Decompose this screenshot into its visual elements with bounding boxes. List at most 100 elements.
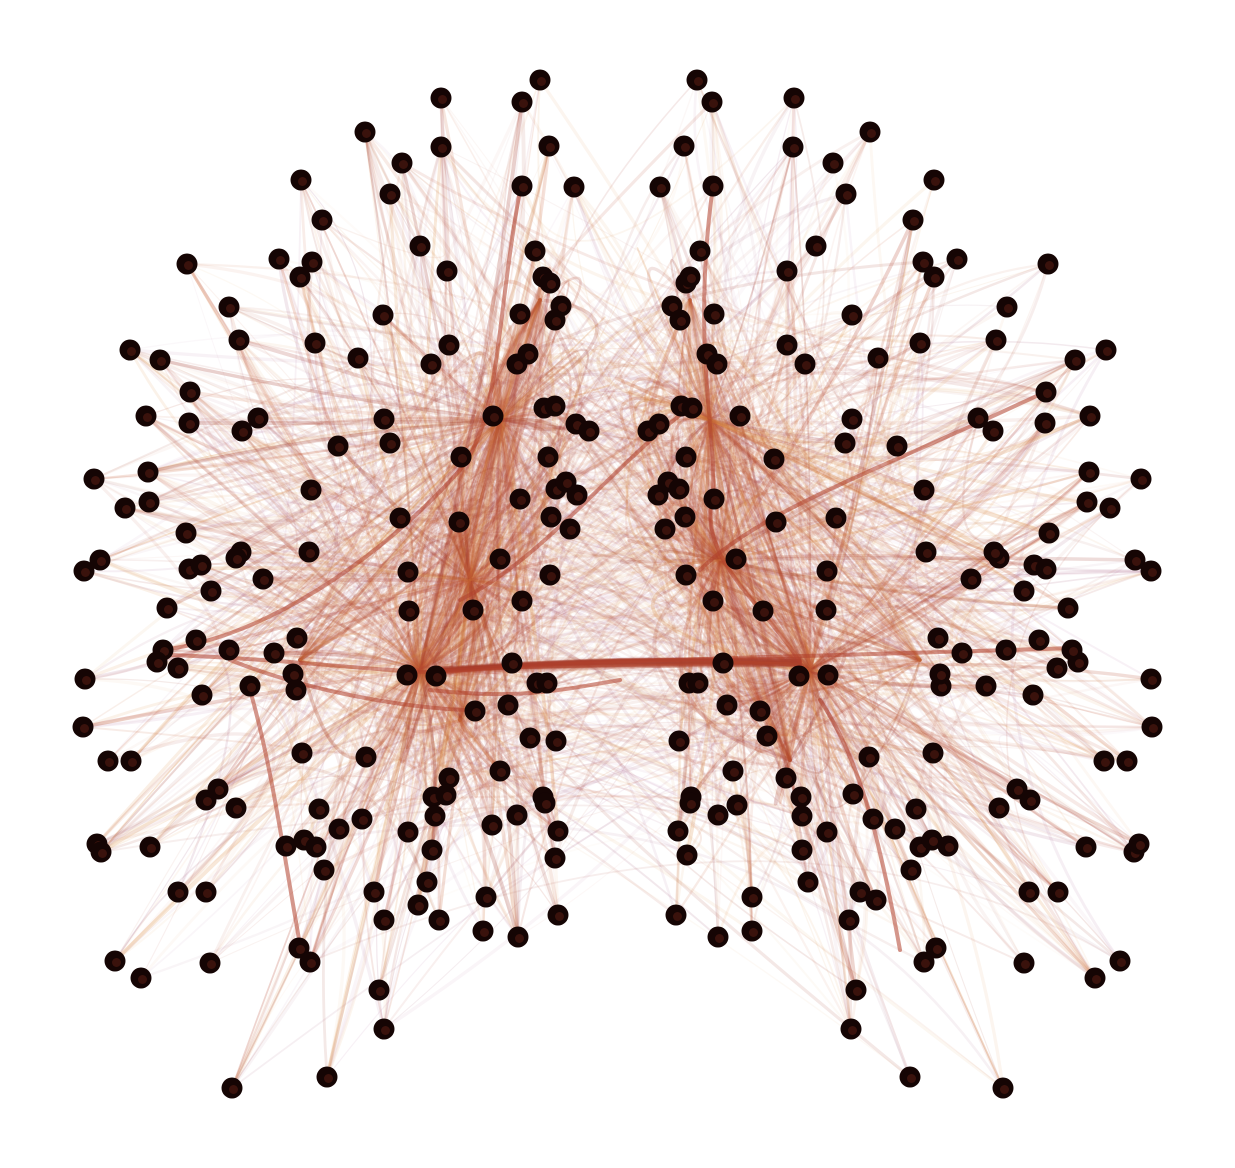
bundled-edge — [429, 362, 481, 722]
bridge-edge — [428, 658, 802, 678]
edge — [432, 363, 518, 798]
graph-node-highlight — [1030, 692, 1039, 701]
edge — [234, 608, 475, 810]
bundled-edge — [415, 298, 542, 922]
edge — [912, 507, 1111, 538]
bundled-edge — [201, 341, 586, 696]
edge — [114, 179, 373, 962]
bundled-edge — [646, 266, 934, 842]
edge — [382, 314, 557, 742]
edge — [399, 517, 551, 577]
graph-node-highlight — [446, 342, 455, 351]
graph-node-highlight — [921, 487, 930, 496]
edge — [364, 707, 762, 759]
edge — [81, 569, 255, 729]
edge — [400, 161, 494, 827]
graph-node-highlight — [519, 99, 528, 108]
bundled-edge — [624, 418, 1060, 894]
bundled-edge — [277, 257, 543, 620]
edge — [357, 357, 1096, 979]
edge — [443, 269, 1136, 854]
edge — [715, 362, 783, 574]
graph-node-highlight — [681, 143, 690, 152]
edge — [189, 391, 311, 963]
edge — [204, 609, 411, 894]
edge — [237, 328, 394, 433]
bundled-edge — [228, 568, 512, 671]
edge — [433, 282, 687, 816]
graph-node-highlight — [1004, 304, 1013, 313]
edge — [427, 79, 551, 445]
graph-node-highlight — [324, 1074, 333, 1083]
graph-node-highlight — [824, 829, 833, 838]
graph-node-highlight — [307, 959, 316, 968]
bundled-edge — [146, 417, 566, 662]
edge — [185, 532, 318, 660]
edge — [466, 313, 521, 627]
edge — [688, 548, 937, 949]
edge — [1010, 348, 1122, 963]
trunk-edge — [158, 188, 522, 652]
edge — [187, 567, 363, 660]
graph-node-highlight — [764, 733, 773, 742]
edge — [308, 352, 732, 964]
bundled-edge — [405, 298, 542, 677]
edge — [515, 328, 1077, 366]
edge — [785, 258, 958, 779]
edge — [397, 531, 1051, 677]
graph-node-highlight — [867, 129, 876, 138]
bundled-edge — [681, 219, 914, 761]
bundled-edge — [627, 390, 1051, 535]
bundled-edge — [298, 386, 503, 678]
edge — [646, 426, 938, 950]
bundled-edge — [147, 402, 583, 504]
edge — [882, 550, 1001, 810]
edge — [309, 630, 1025, 964]
graph-node-highlight — [848, 1026, 857, 1035]
bundled-edge — [635, 525, 1105, 762]
graph-node-highlight — [720, 660, 729, 669]
edge — [554, 405, 933, 841]
graph-node-highlight — [186, 420, 195, 429]
graph-node-highlight — [497, 556, 506, 565]
edge — [337, 257, 959, 831]
bundled-edge — [418, 378, 510, 707]
edge — [294, 647, 875, 821]
bundled-edge — [361, 533, 504, 820]
bundled-edge — [624, 262, 1050, 470]
edge — [543, 339, 879, 409]
graph-node-highlight — [697, 248, 706, 257]
graph-node-highlight — [908, 867, 917, 876]
graph-node-highlight — [544, 680, 553, 689]
edge — [129, 573, 552, 763]
bundled-edge — [651, 414, 1092, 672]
edge — [444, 145, 550, 440]
graph-node-highlight — [1087, 413, 1096, 422]
graph-node-highlight — [226, 647, 235, 656]
edge — [546, 186, 685, 684]
edge — [439, 145, 799, 807]
edge — [149, 363, 718, 848]
edge — [336, 144, 551, 484]
edge — [145, 415, 331, 628]
edge — [457, 484, 973, 581]
bundled-edge — [336, 444, 490, 672]
edge — [842, 421, 1047, 541]
edge — [84, 678, 293, 893]
edge — [294, 555, 988, 692]
graph-node-highlight — [689, 405, 698, 414]
edge — [124, 489, 312, 569]
edge — [426, 743, 691, 883]
edge — [81, 707, 804, 818]
edge — [188, 390, 735, 773]
graph-node-highlight — [97, 557, 106, 566]
bundled-edge — [467, 144, 551, 582]
graph-node-highlight — [443, 792, 452, 801]
edge — [520, 499, 922, 849]
graph-node-highlight — [312, 340, 321, 349]
edge — [200, 693, 804, 852]
bundled-edge — [400, 161, 479, 739]
graph-node-highlight — [849, 416, 858, 425]
bundled-edge — [434, 393, 517, 722]
edge — [895, 358, 1077, 544]
